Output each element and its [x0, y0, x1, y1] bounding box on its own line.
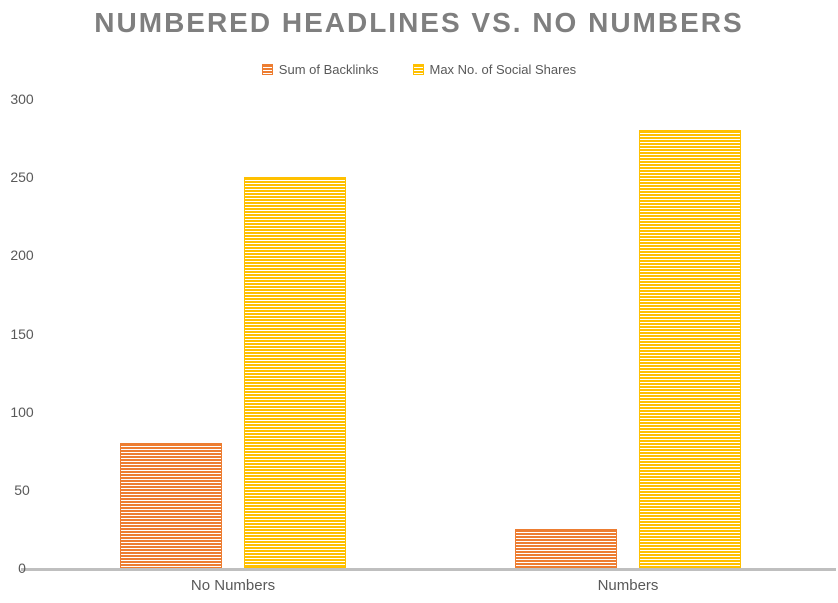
x-axis-category-label: No Numbers: [190, 577, 276, 594]
y-axis-tick-label: 100: [10, 403, 34, 420]
y-axis-tick-label: 300: [10, 91, 34, 107]
bar-max-no-of-social-shares-no-numbers: [244, 177, 346, 568]
legend-item-sum-of-backlinks: Sum of Backlinks: [261, 62, 379, 77]
legend-swatch-icon: [412, 64, 424, 75]
legend-label: Sum of Backlinks: [278, 62, 379, 77]
legend: Sum of Backlinks Max No. of Social Shares: [0, 62, 838, 77]
y-axis-tick-label: 50: [14, 481, 30, 498]
chart-title: NUMBERED HEADLINES VS. NO NUMBERS: [94, 7, 744, 38]
x-axis-line: [21, 568, 836, 571]
bar-sum-of-backlinks-numbers: [515, 529, 617, 568]
legend-item-max-no-of-social-shares: Max No. of Social Shares: [412, 62, 577, 77]
y-axis-tick-label: 250: [10, 169, 34, 186]
bar-sum-of-backlinks-no-numbers: [120, 443, 222, 568]
legend-label: Max No. of Social Shares: [429, 62, 577, 77]
x-axis-category-label: Numbers: [597, 577, 659, 594]
y-axis-tick-label: 0: [18, 560, 26, 576]
y-axis-tick-label: 200: [10, 247, 34, 264]
bar-max-no-of-social-shares-numbers: [639, 130, 741, 568]
y-axis-tick-label: 150: [10, 325, 34, 342]
legend-swatch-icon: [261, 64, 273, 75]
